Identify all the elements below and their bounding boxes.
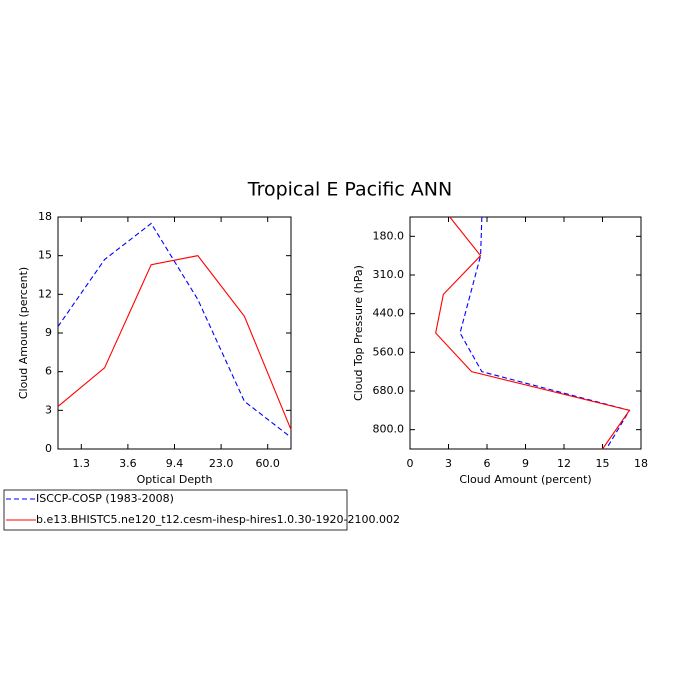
x-tick-label: 3.6 — [119, 457, 137, 470]
legend-label: ISCCP-COSP (1983-2008) — [36, 492, 174, 505]
x-axis-label: Cloud Amount (percent) — [459, 473, 591, 486]
chart-title: Tropical E Pacific ANN — [247, 179, 452, 201]
y-axis-label: Cloud Amount (percent) — [17, 267, 30, 399]
series-line — [57, 255, 292, 430]
y-tick-label: 180.0 — [373, 229, 405, 242]
series-line — [57, 222, 292, 438]
y-tick-label: 560.0 — [373, 345, 405, 358]
x-tick-label: 1.3 — [73, 457, 91, 470]
x-tick-label: 0 — [407, 457, 414, 470]
x-tick-label: 15 — [596, 457, 610, 470]
x-tick-label: 6 — [484, 457, 491, 470]
y-tick-label: 18 — [38, 210, 52, 223]
y-tick-label: 0 — [45, 442, 52, 455]
y-tick-label: 9 — [45, 326, 52, 339]
x-tick-label: 23.0 — [209, 457, 234, 470]
x-tick-label: 60.0 — [255, 457, 280, 470]
x-tick-label: 9.4 — [166, 457, 184, 470]
y-axis-label: Cloud Top Pressure (hPa) — [352, 265, 365, 401]
y-tick-label: 15 — [38, 249, 52, 262]
y-tick-label: 680.0 — [373, 384, 405, 397]
y-tick-label: 440.0 — [373, 307, 405, 320]
y-tick-label: 800.0 — [373, 423, 405, 436]
x-tick-label: 12 — [557, 457, 571, 470]
legend-label: b.e13.BHISTC5.ne120_t12.cesm-ihesp-hires… — [36, 513, 400, 526]
y-tick-label: 310.0 — [373, 268, 405, 281]
x-tick-label: 9 — [522, 457, 529, 470]
x-axis-label: Optical Depth — [137, 473, 213, 486]
x-tick-label: 18 — [634, 457, 648, 470]
legend-box — [3, 489, 348, 531]
y-tick-label: 3 — [45, 403, 52, 416]
x-tick-label: 3 — [445, 457, 452, 470]
y-tick-label: 12 — [38, 287, 52, 300]
y-tick-label: 6 — [45, 365, 52, 378]
series-line — [435, 216, 631, 450]
